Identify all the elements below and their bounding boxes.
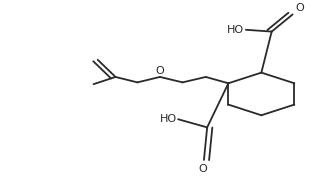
Text: O: O — [295, 3, 304, 13]
Text: HO: HO — [159, 114, 177, 124]
Text: HO: HO — [227, 25, 244, 35]
Text: O: O — [198, 164, 207, 174]
Text: O: O — [156, 66, 164, 76]
